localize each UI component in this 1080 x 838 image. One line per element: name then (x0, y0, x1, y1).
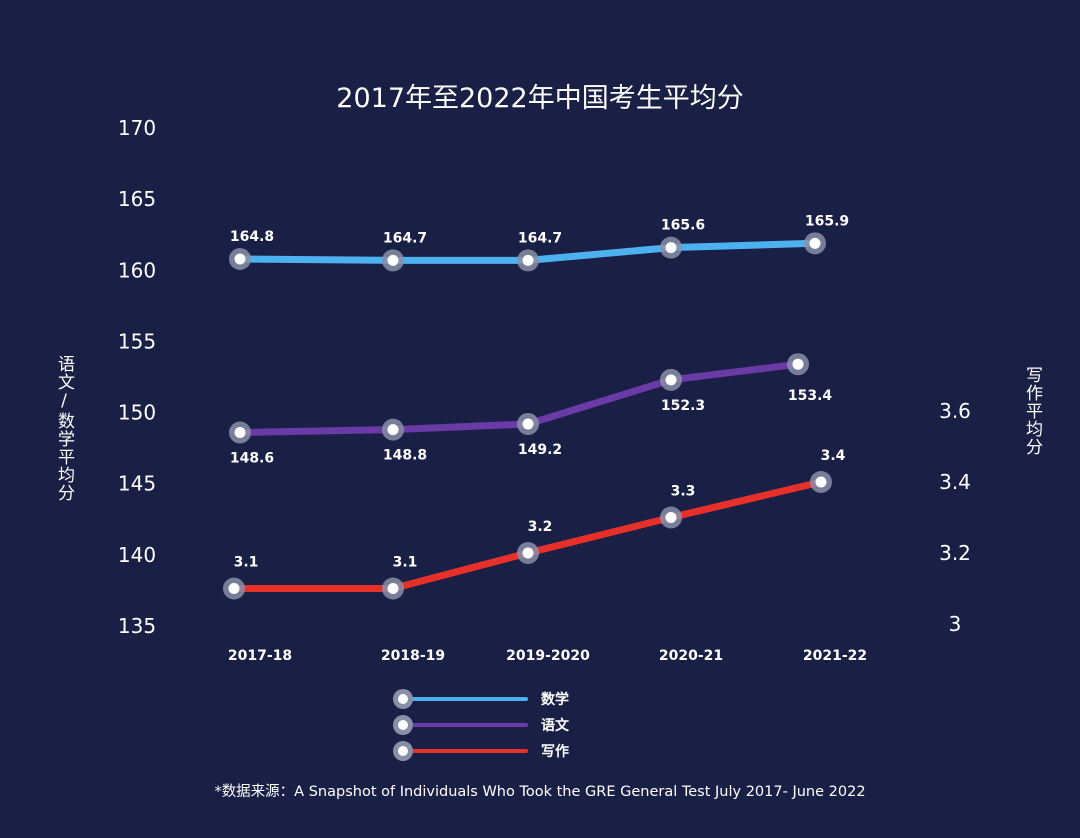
series-chinese: 148.6 148.8 149.2 152.3 153.4 (229, 353, 832, 466)
data-label: 3.1 (234, 555, 259, 571)
legend-label: 语文 (541, 717, 570, 734)
series-line (230, 478, 825, 592)
right-tick-label: 3.4 (939, 470, 971, 494)
legend-marker (398, 720, 408, 730)
left-tick-label: 170 (118, 116, 156, 140)
data-label: 164.8 (230, 229, 274, 245)
data-point (234, 253, 246, 265)
left-tick-label: 135 (118, 614, 156, 638)
legend-marker (398, 694, 408, 704)
data-label: 3.4 (821, 448, 846, 464)
x-tick-label: 2019-2020 (506, 648, 590, 664)
left-tick-label: 165 (118, 187, 156, 211)
data-label: 149.2 (518, 442, 562, 458)
right-tick-label: 3.6 (939, 399, 971, 423)
data-point (792, 358, 804, 370)
data-label: 164.7 (518, 230, 562, 246)
left-tick-label: 140 (118, 543, 156, 567)
right-tick-label: 3.2 (939, 541, 971, 565)
legend-item: 写作 (393, 741, 569, 761)
data-point (522, 254, 534, 266)
source-note: *数据来源：A Snapshot of Individuals Who Took… (214, 784, 866, 800)
left-tick-label: 155 (118, 329, 156, 353)
data-label: 3.1 (393, 555, 418, 571)
series-writing: 3.1 3.1 3.2 3.3 3.4 (223, 448, 846, 600)
data-point (228, 583, 240, 594)
legend-item: 语文 (393, 715, 570, 735)
left-tick-label: 150 (118, 401, 156, 425)
data-label: 148.6 (230, 450, 274, 466)
series-math: 164.8 164.7 164.7 165.6 165.9 (229, 213, 849, 272)
legend-marker (398, 746, 408, 756)
data-point (809, 237, 821, 249)
data-label: 3.2 (528, 519, 553, 535)
legend-item: 数学 (393, 689, 569, 709)
series-layer: 164.8 164.7 164.7 165.6 165.9 148.6 148.8 149.2… (223, 213, 849, 600)
data-point (665, 512, 677, 523)
data-label: 152.3 (661, 398, 705, 414)
data-label: 148.8 (383, 448, 427, 464)
x-tick-label: 2018-19 (381, 648, 445, 664)
right-axis-ticks: 3 3.2 3.4 3.6 (939, 399, 971, 636)
data-label: 153.4 (788, 388, 833, 404)
data-point (815, 476, 827, 488)
data-label: 165.6 (661, 218, 705, 234)
x-tick-label: 2021-22 (803, 648, 867, 664)
data-point (387, 424, 399, 436)
x-tick-label: 2020-21 (659, 648, 723, 664)
left-axis-label: 语文/数学平均分 (54, 355, 74, 502)
right-tick-label: 3 (949, 612, 962, 636)
data-point (665, 374, 677, 386)
data-point (387, 583, 399, 594)
right-axis-label: 写作平均分 (1022, 366, 1042, 456)
data-label: 164.7 (383, 230, 427, 246)
left-axis-ticks: 135 140 145 150 155 160 165 170 (118, 116, 156, 638)
legend-label: 写作 (541, 743, 569, 760)
x-tick-label: 2017-18 (228, 648, 292, 664)
data-point (234, 426, 246, 438)
x-axis-ticks: 2017-18 2018-19 2019-2020 2020-21 2021-22 (228, 648, 867, 664)
data-point (665, 242, 677, 254)
legend-label: 数学 (541, 691, 569, 708)
data-point (522, 547, 534, 559)
left-tick-label: 160 (118, 258, 156, 282)
data-point (387, 254, 399, 266)
data-label: 3.3 (671, 484, 696, 500)
chart-title: 2017年至2022年中国考生平均分 (336, 83, 744, 114)
data-label: 165.9 (805, 213, 849, 229)
data-point (522, 418, 534, 430)
left-tick-label: 145 (118, 472, 156, 496)
